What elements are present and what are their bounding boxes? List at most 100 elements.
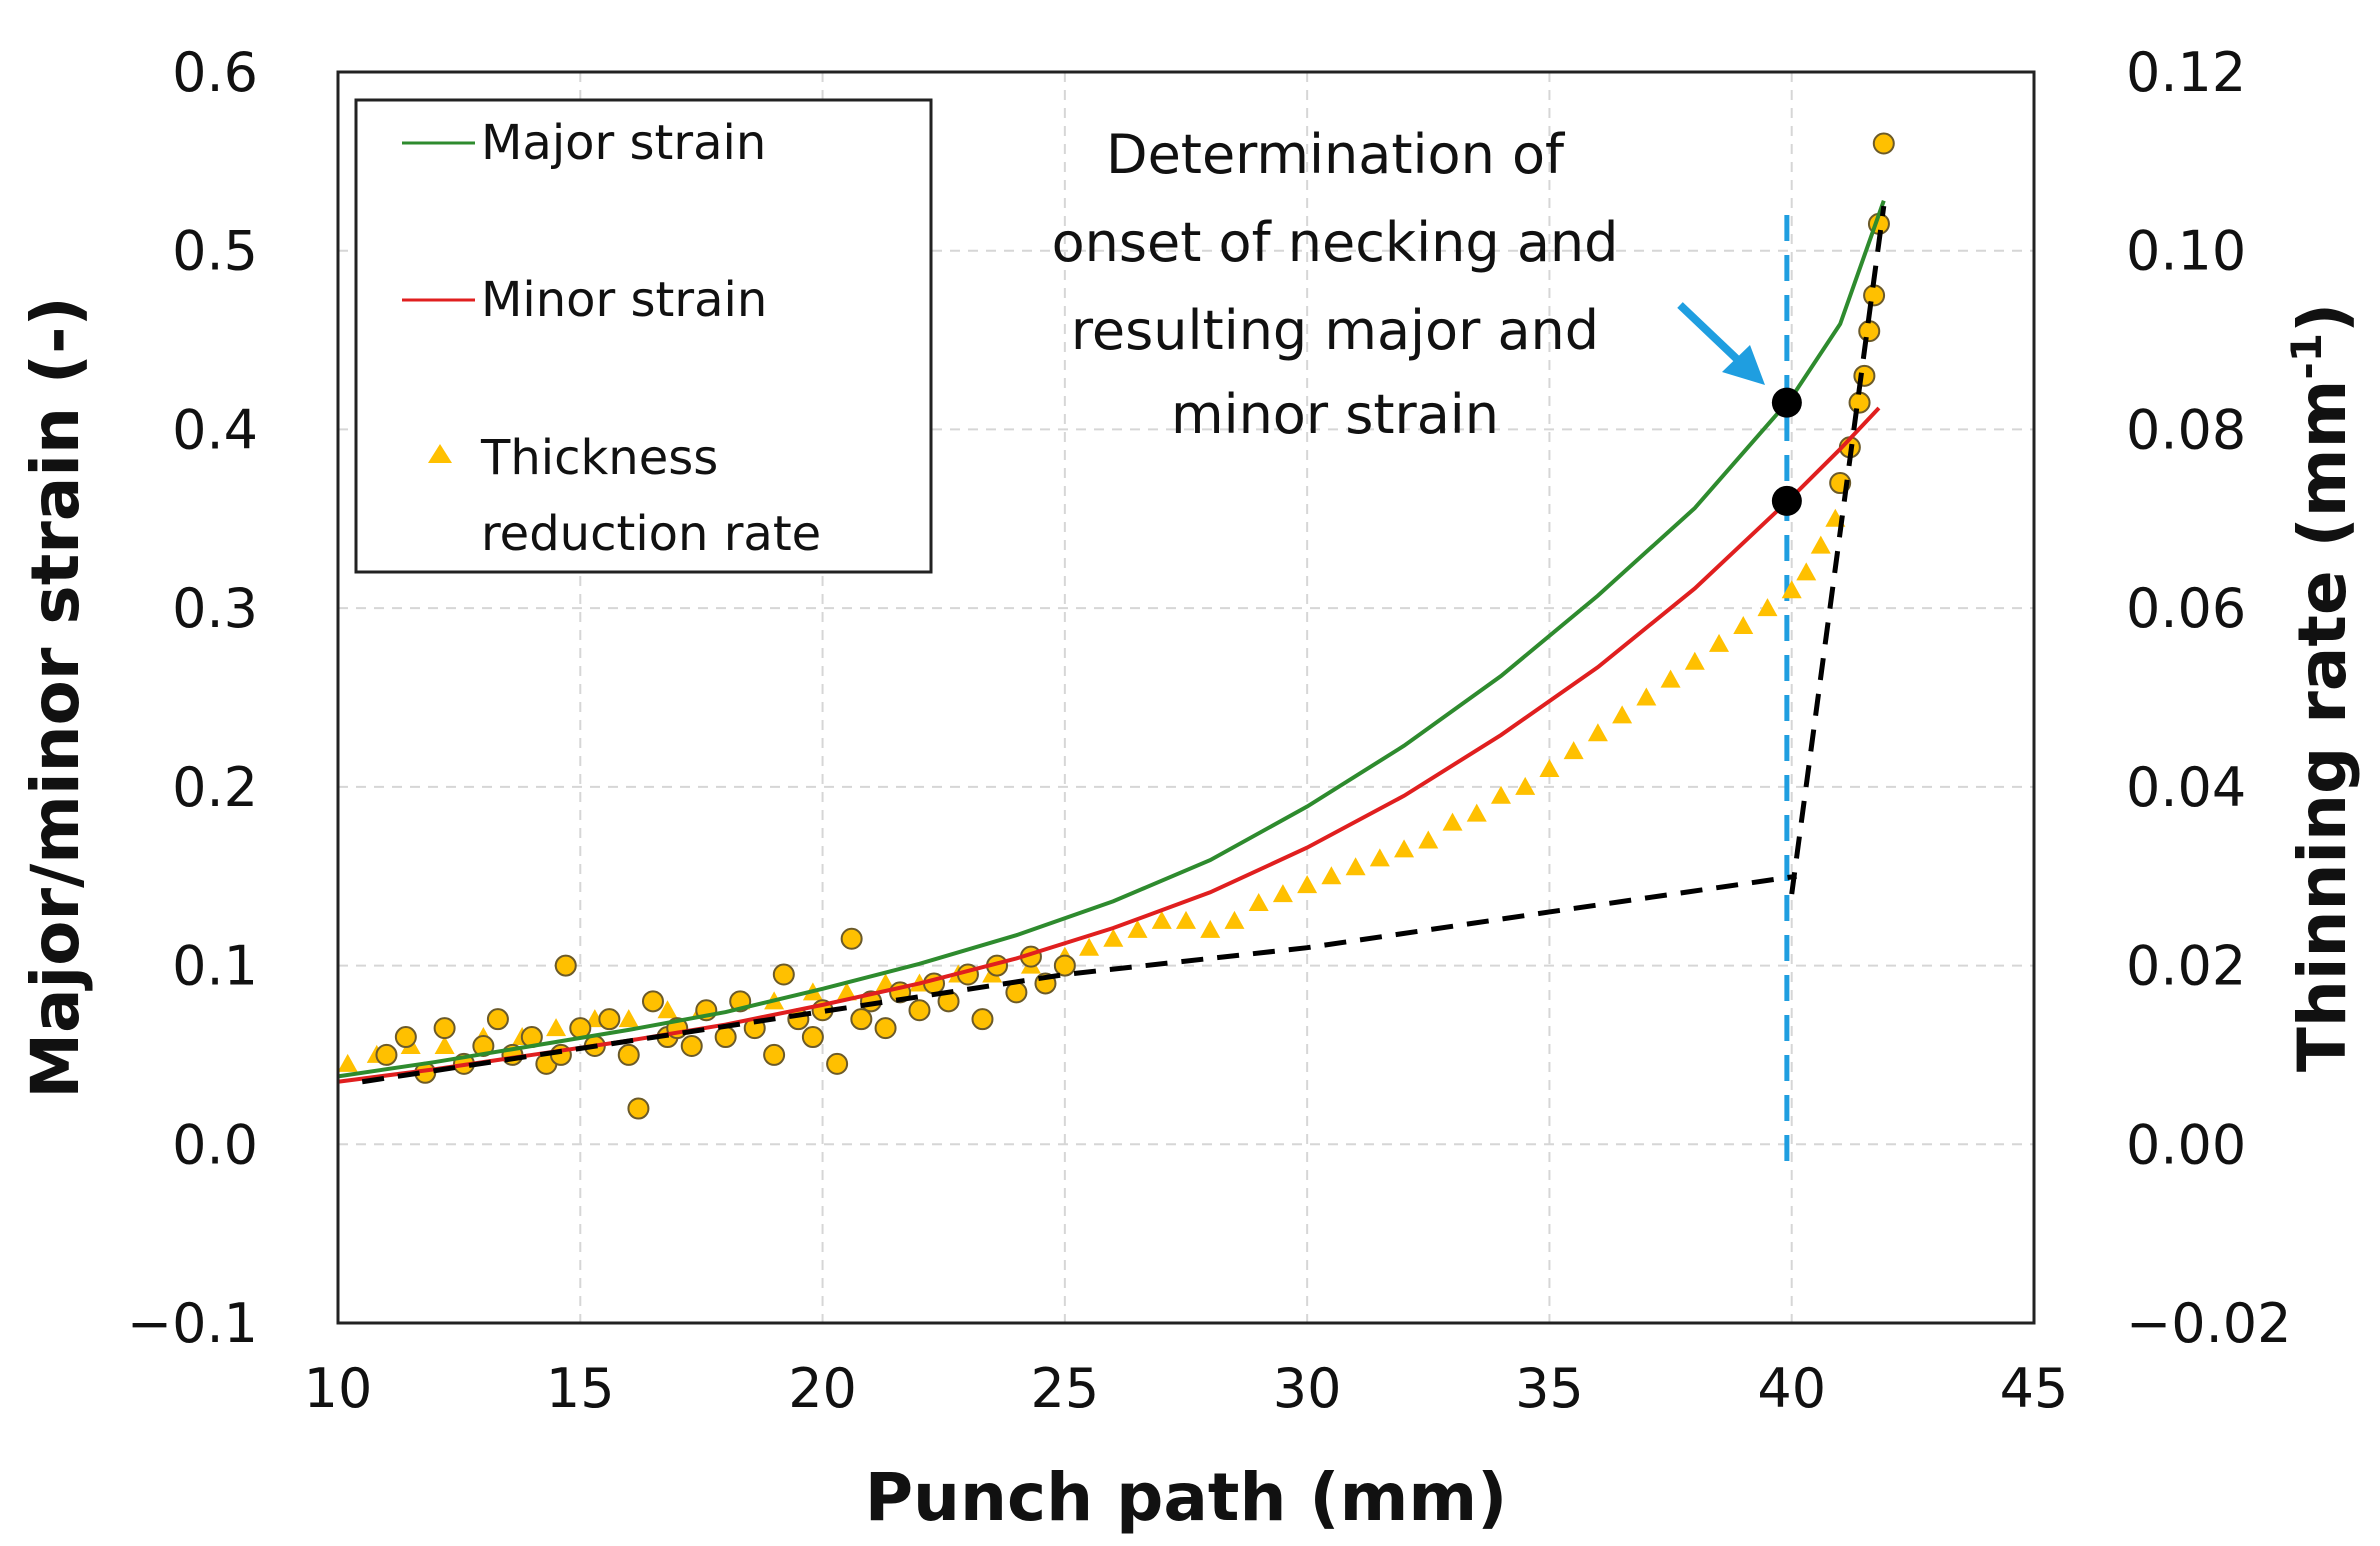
triangle-point bbox=[1418, 830, 1439, 849]
y2-tick-label: 0.06 bbox=[2126, 577, 2246, 640]
grid bbox=[338, 72, 2034, 1323]
triangle-point bbox=[1563, 741, 1584, 760]
y2-axis-title-sup: -1 bbox=[2282, 333, 2331, 380]
triangle-point bbox=[1248, 893, 1269, 912]
series-major-strain bbox=[337, 200, 1886, 1079]
triangle-point bbox=[1079, 937, 1100, 956]
plot-frame bbox=[336, 70, 2036, 1325]
series-thickness-reduction-rate bbox=[337, 508, 1846, 1072]
y2-axis-title: Thinning rate (mm-1) bbox=[2282, 303, 2361, 1072]
y2-tick-label: 0.04 bbox=[2126, 756, 2246, 819]
circle-point bbox=[1872, 132, 1895, 155]
circle-point bbox=[433, 1017, 456, 1040]
triangle-point bbox=[1466, 803, 1487, 822]
circle-point bbox=[394, 1026, 417, 1049]
triangle-point bbox=[1151, 910, 1172, 929]
legend-minor-strain-label: Minor strain bbox=[481, 272, 767, 328]
triangle-point bbox=[618, 1009, 639, 1028]
circle-point bbox=[375, 1043, 398, 1066]
triangle-point bbox=[1636, 687, 1657, 706]
circle-point bbox=[1053, 954, 1076, 977]
x-tick-label: 20 bbox=[788, 1357, 857, 1420]
y-tick-label: 0.5 bbox=[172, 220, 258, 283]
legend-thickness-triangle-icon bbox=[428, 444, 452, 463]
y2-tick-label: 0.02 bbox=[2126, 935, 2246, 998]
circle-point bbox=[850, 1008, 873, 1031]
annotation-arrowhead bbox=[1722, 345, 1765, 385]
y2-tick-label: 0.08 bbox=[2126, 398, 2246, 461]
circle-point bbox=[826, 1052, 849, 1075]
circle-point bbox=[641, 990, 664, 1013]
circle-point bbox=[874, 1017, 897, 1040]
triangle-point bbox=[657, 1000, 678, 1019]
triangle-point bbox=[1709, 633, 1730, 652]
triangle-point bbox=[546, 1018, 567, 1037]
x-tick-label: 15 bbox=[546, 1357, 615, 1420]
triangle-point bbox=[1796, 562, 1817, 581]
legend-box bbox=[354, 98, 933, 574]
legend-thickness-label-line2: reduction rate bbox=[481, 506, 821, 562]
triangle-point bbox=[1490, 785, 1511, 804]
triangle-point bbox=[1612, 705, 1633, 724]
triangle-point bbox=[1176, 910, 1196, 929]
triangle-point bbox=[1781, 580, 1802, 599]
triangle-point bbox=[1345, 857, 1366, 876]
ticks: 10 15 20 25 30 35 40 45 −0.1 0.0 0.1 0.2 0.3 0.4 0.5 0.… bbox=[127, 41, 2292, 1420]
triangle-point bbox=[1321, 866, 1342, 885]
circle-point bbox=[617, 1043, 640, 1066]
y2-tick-label: 0.10 bbox=[2126, 220, 2246, 283]
y-tick-label: 0.3 bbox=[172, 577, 258, 640]
y-tick-label: 0.6 bbox=[172, 41, 258, 104]
circle-point bbox=[680, 1034, 703, 1057]
circle-point bbox=[971, 1008, 994, 1031]
triangle-point bbox=[1684, 651, 1705, 670]
triangle-point bbox=[1539, 758, 1560, 777]
annotation-line-3: resulting major and bbox=[1071, 299, 1599, 362]
triangle-point bbox=[1103, 928, 1124, 947]
x-axis-title: Punch path (mm) bbox=[865, 1459, 1508, 1536]
circle-point bbox=[1863, 284, 1886, 307]
x-tick-label: 35 bbox=[1515, 1357, 1584, 1420]
triangle-point bbox=[836, 982, 857, 1001]
x-tick-label: 40 bbox=[1757, 1357, 1826, 1420]
circle-point bbox=[714, 1026, 737, 1049]
legend-thickness-label: Thickness bbox=[480, 430, 718, 486]
trend-line bbox=[361, 873, 1797, 1085]
necking-point-major bbox=[1771, 387, 1802, 418]
triangle-point bbox=[1515, 776, 1536, 795]
triangle-point bbox=[1587, 723, 1608, 742]
annotation-line-2: onset of necking and bbox=[1052, 211, 1619, 274]
circle-point bbox=[772, 963, 795, 986]
triangle-point bbox=[1224, 910, 1245, 929]
y-tick-label: −0.1 bbox=[127, 1292, 258, 1355]
triangle-point bbox=[1660, 669, 1681, 688]
circle-point bbox=[1853, 364, 1876, 387]
trend-line bbox=[1789, 205, 1887, 895]
y2-tick-label: 0.12 bbox=[2126, 41, 2246, 104]
x-tick-label: 25 bbox=[1030, 1357, 1099, 1420]
circle-point bbox=[1848, 391, 1871, 414]
circle-point bbox=[840, 927, 863, 950]
triangle-point bbox=[1369, 848, 1390, 867]
triangle-point bbox=[1810, 535, 1831, 554]
annotation-arrow bbox=[1677, 302, 1743, 365]
circle-point bbox=[763, 1043, 786, 1066]
circle-point bbox=[627, 1097, 650, 1120]
x-tick-label: 45 bbox=[2000, 1357, 2069, 1420]
triangle-point bbox=[337, 1053, 358, 1072]
y-tick-label: 0.0 bbox=[172, 1113, 258, 1176]
y2-axis-title-main: Thinning rate (mm bbox=[2284, 380, 2361, 1073]
legend: Major strain Minor strain Thickness redu… bbox=[354, 98, 933, 574]
triangle-point bbox=[1127, 919, 1148, 938]
circle-point bbox=[908, 999, 931, 1022]
annotation-line-1: Determination of bbox=[1106, 123, 1566, 186]
triangle-point bbox=[1394, 839, 1415, 858]
circle-point bbox=[598, 1008, 621, 1031]
annotation-line-4: minor strain bbox=[1171, 383, 1499, 446]
y-tick-label: 0.4 bbox=[172, 398, 258, 461]
y2-tick-label: −0.02 bbox=[2126, 1292, 2291, 1355]
triangle-point bbox=[1297, 875, 1318, 894]
y2-axis-title-close: ) bbox=[2284, 303, 2361, 333]
circle-point bbox=[554, 954, 577, 977]
